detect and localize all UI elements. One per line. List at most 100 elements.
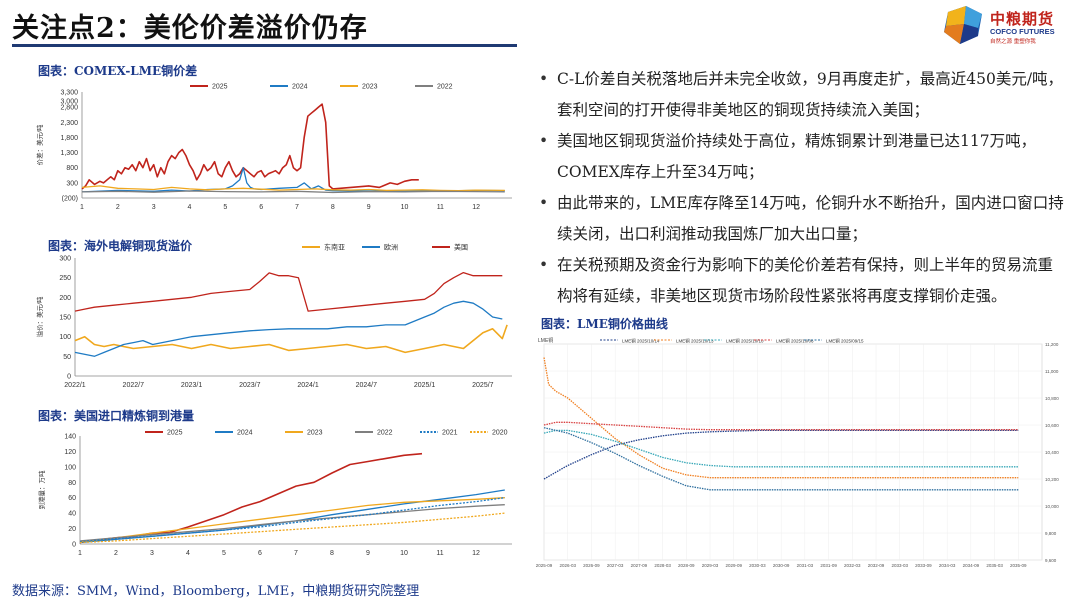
legend-label: 2023 (362, 84, 378, 91)
series-line-2023 (81, 185, 505, 192)
x-tick-label: 10 (400, 550, 408, 557)
series-line-2020 (79, 512, 505, 544)
x-tick-label: 2024/1 (297, 382, 319, 389)
x-tick-label: 2033-03 (891, 563, 908, 568)
x-tick-label: 2028-03 (654, 563, 671, 568)
x-tick-label: 2032-03 (844, 563, 861, 568)
y-tick-label: 9,800 (1045, 531, 1057, 536)
chart1-caption: 图表：COMEX-LME铜价差 (38, 64, 198, 78)
x-tick-label: 2028-09 (678, 563, 695, 568)
y-tick-label: 300 (66, 180, 78, 187)
series-line-2023 (79, 497, 505, 543)
y-axis-label: 价差：美元/吨 (35, 124, 44, 165)
y-tick-label: 10,400 (1045, 450, 1059, 455)
legend-label: LME铜 2025/10/14 (622, 338, 660, 345)
x-tick-label: 3 (150, 550, 154, 557)
y-tick-label: 10,200 (1045, 477, 1059, 482)
x-tick-label: 2030-03 (749, 563, 766, 568)
x-tick-label: 2 (114, 550, 118, 557)
y-tick-label: 40 (68, 511, 76, 518)
x-tick-label: 10 (401, 204, 409, 211)
y-tick-label: 10,600 (1045, 423, 1059, 428)
y-tick-label: 100 (59, 334, 71, 341)
x-tick-label: 11 (436, 550, 443, 557)
x-tick-label: 2027-09 (631, 563, 648, 568)
legend-label: 东南亚 (324, 243, 345, 252)
y-tick-label: 100 (64, 464, 76, 471)
title-underline (12, 44, 517, 47)
legend-label: 2024 (292, 84, 308, 91)
legend-label: 2024 (237, 430, 253, 437)
x-tick-label: 3 (152, 204, 156, 211)
y-tick-label: 200 (59, 295, 71, 302)
series-line-2024 (81, 167, 505, 193)
bullet-item: 在关税预期及资金行为影响下的美伦价差若有保持，则上半年的贸易流重构将有延续，非美… (537, 250, 1067, 312)
y-tick-label: 20 (68, 526, 76, 533)
x-tick-label: 2025/7 (472, 382, 494, 389)
x-tick-label: 2034-09 (963, 563, 980, 568)
x-tick-label: 5 (222, 550, 226, 557)
x-tick-label: 2025-09 (536, 563, 553, 568)
y-tick-label: 11,000 (1045, 369, 1059, 374)
y-tick-label: 1,300 (60, 150, 78, 157)
legend-label: 2025 (212, 84, 228, 91)
legend-label: 2022 (437, 84, 453, 91)
chart4-caption: 图表：LME铜价格曲线 (541, 317, 668, 331)
logo-name-cn: 中粮期货 (990, 10, 1055, 28)
legend-label: LME铜 2025/10/06 (776, 338, 814, 345)
x-tick-label: 9 (366, 550, 370, 557)
chart3-caption: 图表：美国进口精炼铜到港量 (38, 409, 195, 423)
y-tick-label: 300 (59, 256, 71, 263)
x-tick-label: 4 (188, 204, 192, 211)
x-tick-label: 12 (472, 550, 480, 557)
series-line-2025 (79, 452, 423, 544)
series-line-美国 (74, 271, 503, 312)
y-tick-label: 140 (64, 434, 76, 441)
series-line-LME铜 2025/10/06 (543, 421, 1019, 431)
legend-label: 2023 (307, 430, 323, 437)
x-tick-label: 2029-03 (702, 563, 719, 568)
y-tick-label: 11,200 (1045, 342, 1059, 347)
y-tick-label: 0 (72, 542, 76, 549)
x-tick-label: 2031-03 (797, 563, 814, 568)
x-tick-label: 6 (259, 204, 263, 211)
x-tick-label: 9 (367, 204, 371, 211)
legend-label: 欧洲 (384, 243, 398, 252)
series-line-LME铜 2025/10/13 (543, 357, 1019, 479)
y-tick-label: 0 (67, 374, 71, 381)
y-tick-label: 80 (68, 480, 76, 487)
bullet-item: C-L价差自关税落地后并未完全收敛，9月再度走扩，最高近450美元/吨，套利空间… (537, 64, 1067, 126)
y-tick-label: 3,000 (60, 99, 78, 106)
data-source: 数据来源：SMM，Wind，Bloomberg，LME，中粮期货研究院整理 (12, 584, 420, 599)
series-line-欧洲 (74, 300, 503, 357)
series-line-2022 (81, 190, 505, 194)
logo-slogan: 自然之源 重塑你我 (990, 39, 1036, 45)
x-tick-label: 4 (186, 550, 190, 557)
x-tick-label: 12 (472, 204, 480, 211)
y-tick-label: 150 (59, 315, 71, 322)
x-tick-label: 2022/7 (123, 382, 145, 389)
logo-name-en: COFCO FUTURES (990, 27, 1055, 36)
x-tick-label: 7 (295, 204, 299, 211)
y-tick-label: 10,000 (1045, 504, 1059, 509)
legend-label: 2020 (492, 430, 508, 437)
x-tick-label: 5 (223, 204, 227, 211)
legend-label: 2025 (167, 430, 183, 437)
legend-label: 2021 (442, 430, 458, 437)
y-tick-label: 10,800 (1045, 396, 1059, 401)
y-axis-label: LME铜 (538, 337, 553, 344)
x-tick-label: 2025/1 (414, 382, 436, 389)
legend-label: 2022 (377, 430, 393, 437)
x-tick-label: 7 (294, 550, 298, 557)
cofco-logo-icon (944, 6, 982, 44)
x-tick-label: 1 (78, 550, 82, 557)
x-tick-label: 2023/7 (239, 382, 261, 389)
x-tick-label: 2027-03 (607, 563, 624, 568)
x-tick-label: 2034-03 (939, 563, 956, 568)
x-tick-label: 1 (80, 204, 84, 211)
x-tick-label: 2023/1 (181, 382, 203, 389)
x-tick-label: 8 (331, 204, 335, 211)
series-line-LME铜 2025/09/15 (543, 427, 1019, 491)
